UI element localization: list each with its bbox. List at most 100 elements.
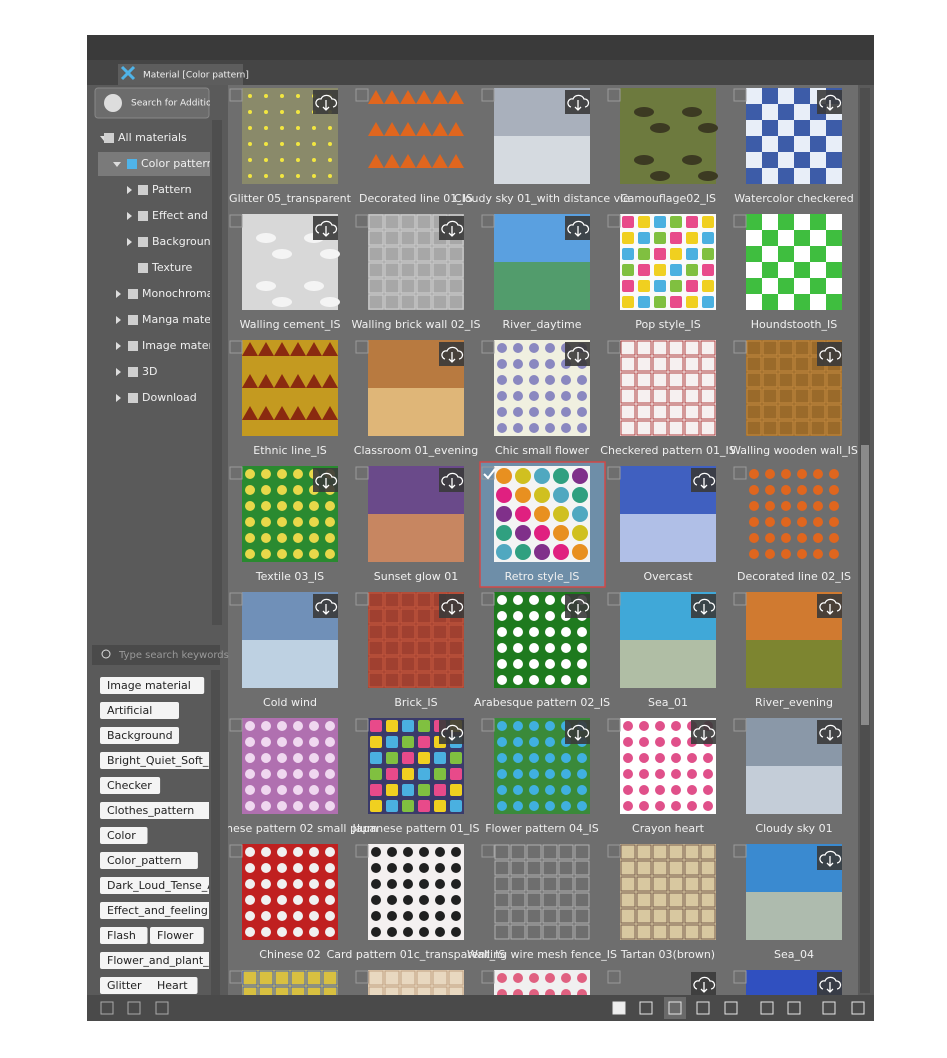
tree-item[interactable]: 3D xyxy=(142,365,157,378)
checkbox[interactable] xyxy=(481,592,495,606)
tag-label[interactable]: Heart xyxy=(157,979,188,992)
tile[interactable]: Walling cement_IS xyxy=(229,214,341,331)
tag[interactable] xyxy=(100,977,161,994)
download-icon[interactable] xyxy=(819,850,842,867)
tree-arrow[interactable] xyxy=(127,186,132,194)
tree-item[interactable]: Manga materia xyxy=(142,313,225,326)
tile-label[interactable]: Decorated line 01_IS xyxy=(359,192,473,205)
tile[interactable]: River_evening xyxy=(733,592,842,709)
tag[interactable] xyxy=(150,927,204,944)
checkbox[interactable] xyxy=(481,340,495,354)
tag-label[interactable]: Checker xyxy=(107,779,152,792)
download-icon[interactable] xyxy=(315,472,338,489)
tag[interactable] xyxy=(100,752,212,769)
tile-label[interactable]: Overcast xyxy=(643,570,693,583)
tile[interactable]: Cloudy sky 01 xyxy=(733,718,842,835)
tile-label[interactable]: Chinese 02 xyxy=(259,948,320,961)
tool-icon[interactable] xyxy=(760,1001,774,1015)
tile[interactable]: Overcast xyxy=(607,466,716,583)
tile[interactable] xyxy=(481,970,590,1058)
tile[interactable]: Japanese pattern 01_IS xyxy=(351,718,480,835)
tile-label[interactable]: Cloudy sky 01 xyxy=(755,822,832,835)
tile[interactable]: Cold wind xyxy=(229,592,338,709)
tile[interactable]: Arabesque pattern 02_IS xyxy=(474,592,610,709)
tile-label[interactable]: Walling cement_IS xyxy=(240,318,341,331)
keyword-box[interactable] xyxy=(92,645,220,665)
checkbox[interactable] xyxy=(607,466,621,480)
tool-icon[interactable] xyxy=(851,1001,865,1015)
tile[interactable]: Ethnic line_IS xyxy=(229,340,338,457)
tree-arrow[interactable] xyxy=(116,394,121,402)
checkbox[interactable] xyxy=(229,844,243,858)
download-icon[interactable] xyxy=(693,598,716,615)
download-icon[interactable] xyxy=(693,724,716,741)
tree-arrow[interactable] xyxy=(116,290,121,298)
tile[interactable] xyxy=(607,970,716,1058)
checkbox[interactable] xyxy=(229,592,243,606)
tab-title[interactable]: Material [Color pattern] xyxy=(143,71,249,81)
tree-item[interactable]: Background xyxy=(152,235,218,248)
tag[interactable] xyxy=(150,977,198,994)
download-icon[interactable] xyxy=(693,472,716,489)
checkbox[interactable] xyxy=(607,88,621,102)
checkbox[interactable] xyxy=(607,592,621,606)
download-icon[interactable] xyxy=(693,976,716,993)
download-icon[interactable] xyxy=(315,94,338,111)
tag[interactable] xyxy=(100,952,212,969)
tile-label[interactable]: Cloudy sky 01_with distance vie xyxy=(454,192,630,205)
tile-label[interactable]: Cold wind xyxy=(263,696,317,709)
tile[interactable] xyxy=(355,970,464,1058)
tool-icon[interactable] xyxy=(668,1001,682,1015)
tool-icon[interactable] xyxy=(822,1001,836,1015)
tag[interactable] xyxy=(100,677,205,694)
tree-item[interactable]: All materials xyxy=(118,131,187,144)
checkbox[interactable] xyxy=(607,340,621,354)
tool-icon[interactable] xyxy=(612,1001,626,1015)
checkbox[interactable] xyxy=(355,970,369,984)
checkbox[interactable] xyxy=(481,88,495,102)
checkbox[interactable] xyxy=(481,970,495,984)
checkbox[interactable] xyxy=(733,340,747,354)
tag[interactable] xyxy=(100,902,212,919)
tile-label[interactable]: Watercolor checkered xyxy=(734,192,853,205)
tile[interactable]: Sunset glow 01 xyxy=(355,466,464,583)
tree-item[interactable]: Effect and fe xyxy=(152,209,222,222)
checkbox[interactable] xyxy=(229,88,243,102)
tile-label[interactable]: Crayon heart xyxy=(632,822,705,835)
tile[interactable]: Crayon heart xyxy=(607,718,716,835)
tile[interactable]: Chinese 02 xyxy=(229,844,338,961)
tree-item[interactable]: Download xyxy=(142,391,197,404)
tool-icon[interactable] xyxy=(127,1001,141,1015)
tree-arrow[interactable] xyxy=(127,238,132,246)
tile-label[interactable]: Sunset glow 01 xyxy=(374,570,459,583)
checkbox[interactable] xyxy=(229,340,243,354)
tile-label[interactable]: Classroom 01_evening xyxy=(354,444,478,457)
download-icon[interactable] xyxy=(567,220,590,237)
tile-label[interactable]: Walling wooden wall_IS xyxy=(730,444,858,457)
download-icon[interactable] xyxy=(441,724,464,741)
tile-label[interactable]: Decorated line 02_IS xyxy=(737,570,851,583)
checkbox[interactable] xyxy=(481,718,495,732)
tag-label[interactable]: Glitter xyxy=(107,979,142,992)
tile[interactable]: River_daytime xyxy=(481,214,590,331)
download-icon[interactable] xyxy=(315,220,338,237)
tool-icon[interactable] xyxy=(724,1001,738,1015)
tree-arrow[interactable] xyxy=(127,212,132,220)
download-icon[interactable] xyxy=(819,976,842,993)
download-icon[interactable] xyxy=(819,724,842,741)
tag-label[interactable]: Dark_Loud_Tense_A xyxy=(107,879,215,892)
tile-label[interactable]: Brick_IS xyxy=(394,696,437,709)
download-icon[interactable] xyxy=(441,346,464,363)
tile[interactable]: Pop style_IS xyxy=(607,214,716,331)
tile-label[interactable]: Glitter 05_transparent xyxy=(229,192,352,205)
tree-item[interactable]: Pattern xyxy=(152,183,192,196)
tag[interactable] xyxy=(100,777,161,794)
tag[interactable] xyxy=(100,727,179,744)
checkbox[interactable] xyxy=(229,466,243,480)
tag-label[interactable]: Image material xyxy=(107,679,191,692)
tile[interactable] xyxy=(733,970,842,1058)
tag-label[interactable]: Artificial xyxy=(107,704,152,717)
checkbox[interactable] xyxy=(733,214,747,228)
download-icon[interactable] xyxy=(441,598,464,615)
download-icon[interactable] xyxy=(819,346,842,363)
